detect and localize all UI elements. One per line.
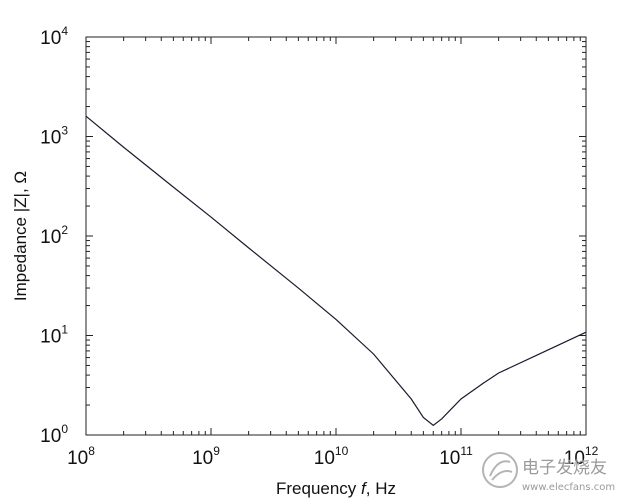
y-tick-label: 100 [40,422,68,447]
watermark-brand: 电子发烧友 [522,458,607,478]
x-tick-label: 109 [192,444,220,469]
x-axis-label: Frequency f, Hz [276,479,396,498]
watermark-logo-icon [482,452,518,488]
y-tick-label: 104 [40,24,68,49]
tick-marks [85,36,587,436]
x-tick-label: 1011 [439,444,473,469]
y-axis-label: Impedance |Z|, Ω [11,171,30,301]
y-tick-labels: 100 101 102 103 104 [40,24,68,447]
x-tick-label: 108 [67,444,95,469]
x-tick-label: 1012 [564,444,599,469]
y-tick-label: 103 [40,124,68,149]
x-tick-labels: 108 109 1010 1011 1012 [67,444,598,469]
y-tick-label: 101 [40,323,68,348]
watermark: 电子发烧友 www.elecfans.com [482,452,615,493]
y-tick-label: 102 [40,223,68,248]
series-line [85,115,587,427]
x-tick-label: 1010 [314,444,349,469]
plot-frame [85,36,587,436]
watermark-url: www.elecfans.com [522,482,615,493]
